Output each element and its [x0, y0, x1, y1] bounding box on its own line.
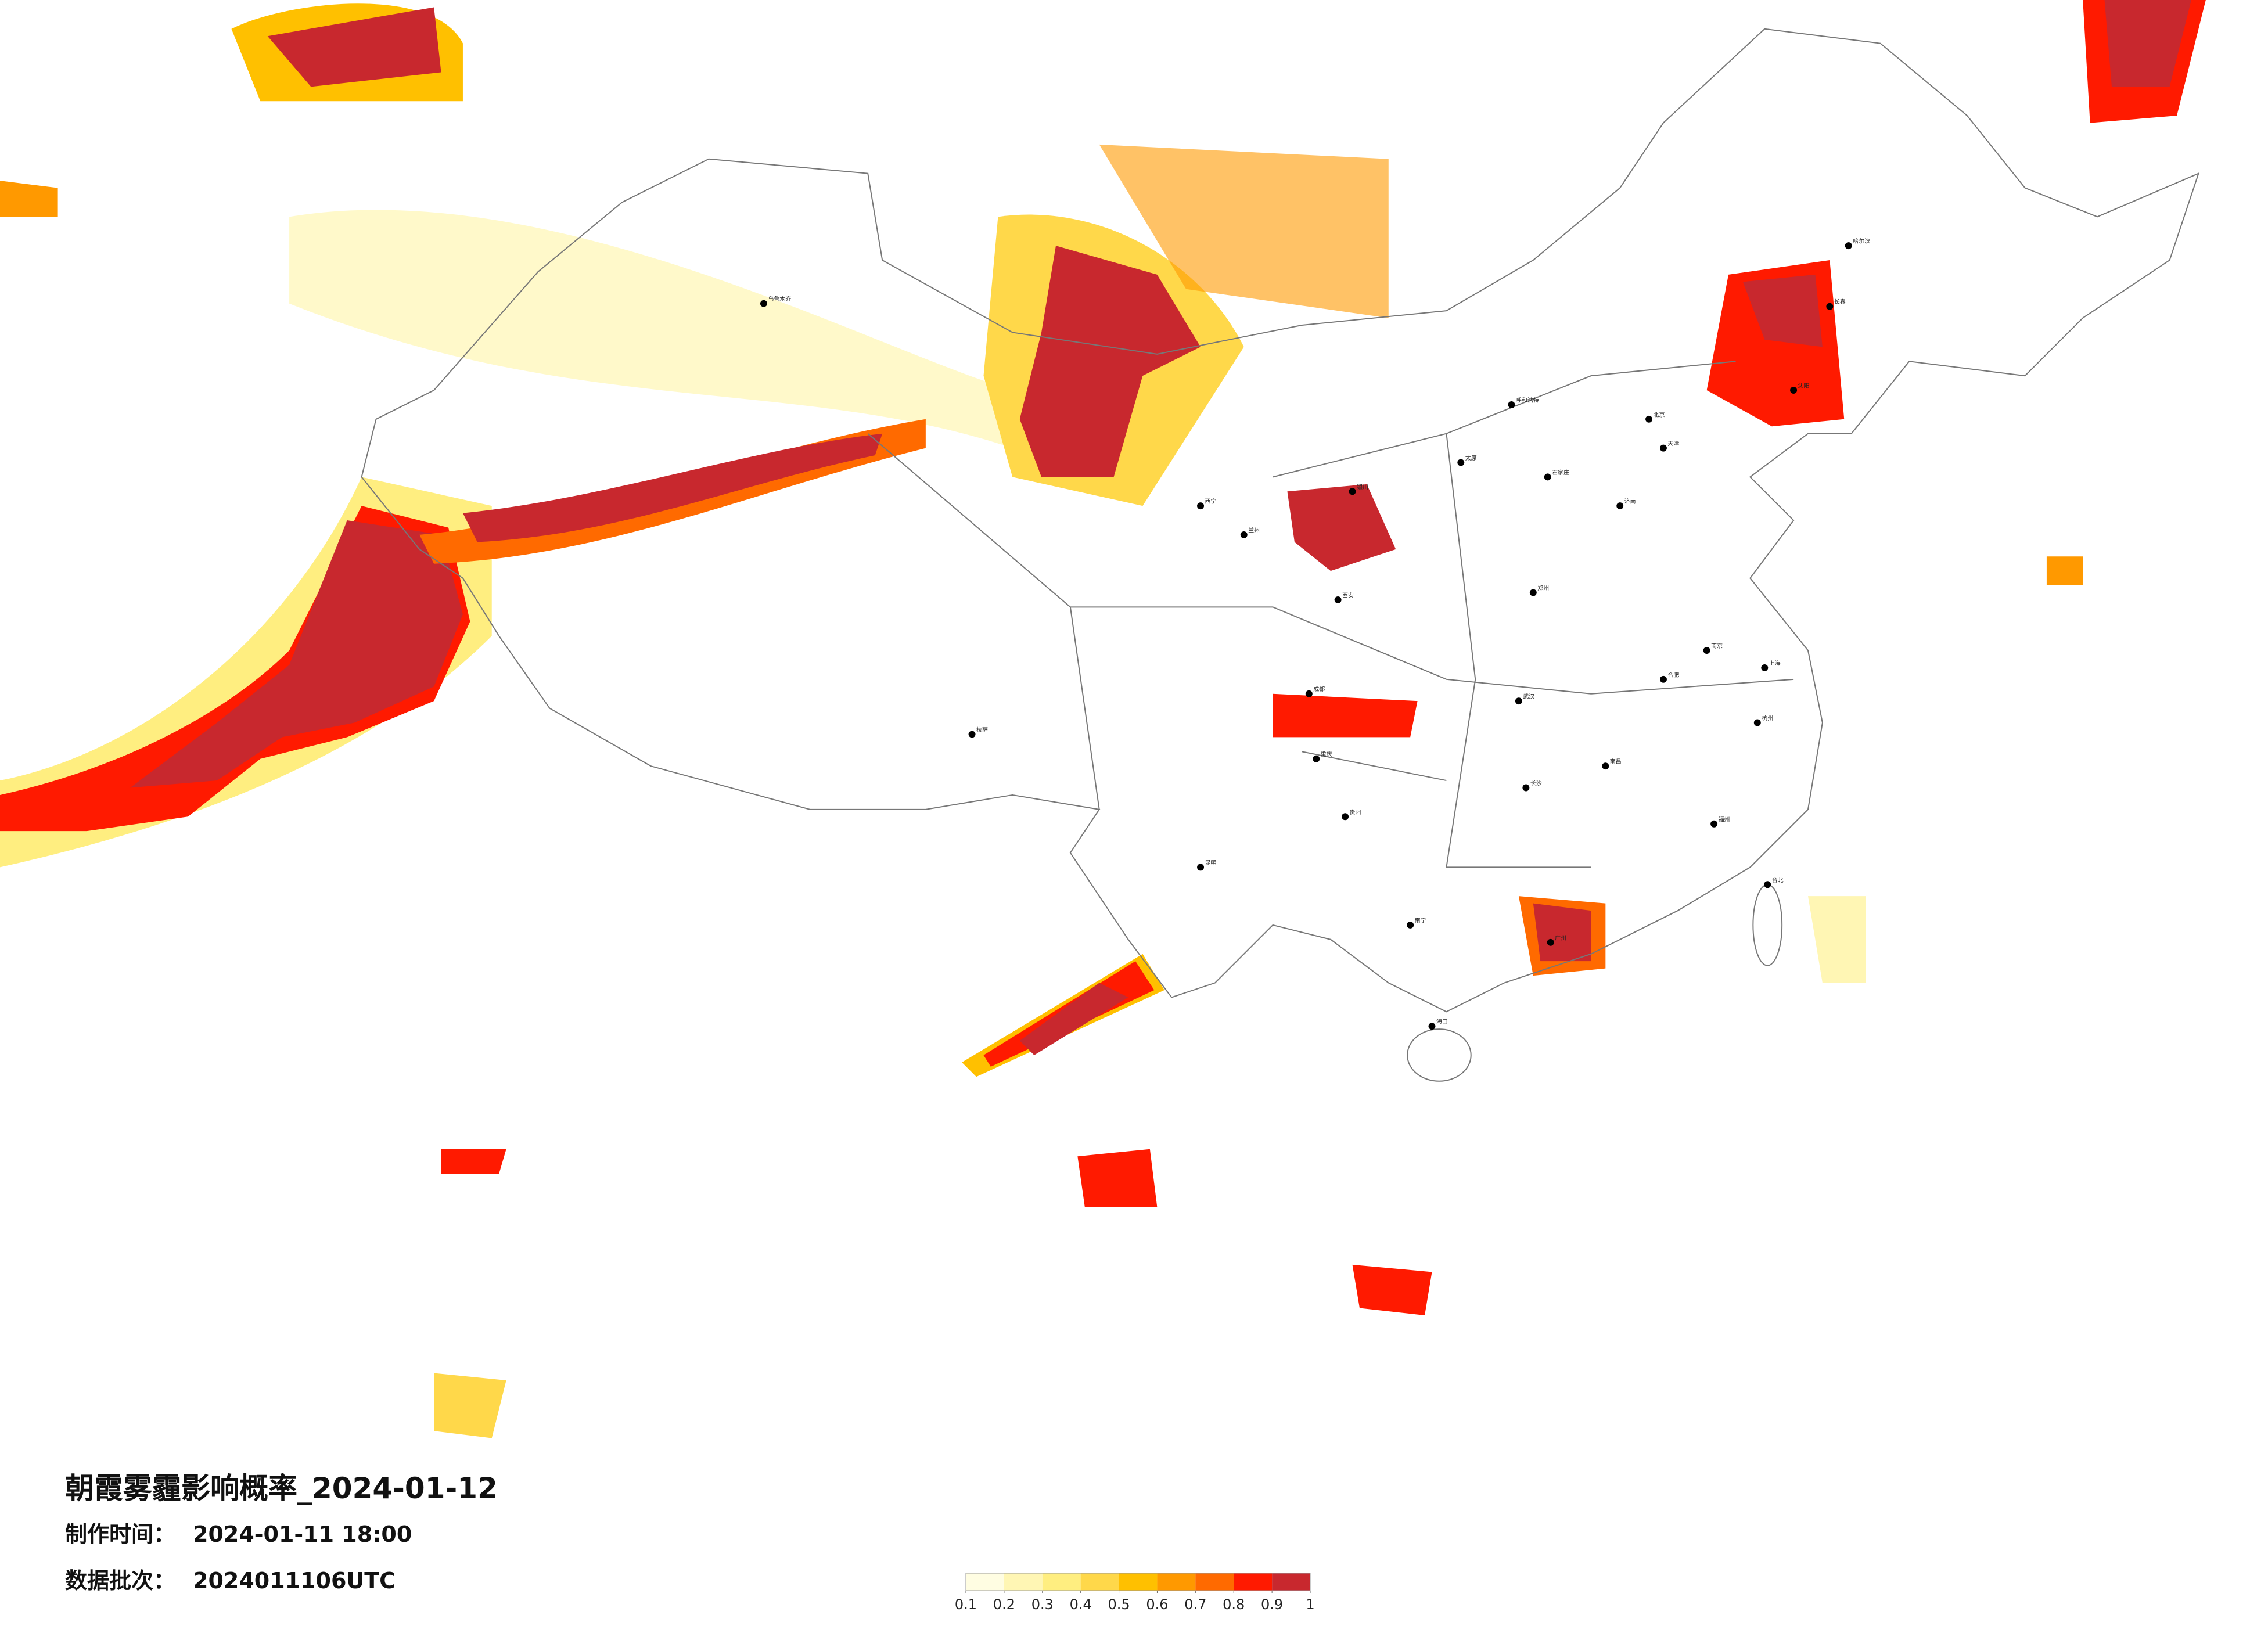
colorbar-tick-label: 0.6	[1146, 1596, 1168, 1613]
colorbar-tick-label: 0.5	[1108, 1596, 1130, 1613]
city-dot	[1197, 502, 1205, 510]
country-border	[361, 28, 2200, 1082]
city-dot	[1547, 938, 1554, 946]
city-dot	[1544, 473, 1551, 481]
city-label: 太原	[1465, 454, 1477, 462]
city-dot	[1710, 820, 1718, 828]
city-dot	[1616, 502, 1624, 510]
colorbar-tick-label: 0.8	[1223, 1596, 1245, 1613]
city-label: 沈阳	[1798, 382, 1810, 390]
city-dot	[1515, 697, 1522, 705]
city-dot	[1349, 488, 1356, 495]
city-label: 上海	[1769, 659, 1781, 667]
colorbar-tick-label: 0.1	[955, 1596, 977, 1613]
city-label: 北京	[1654, 411, 1665, 418]
city-label: 银川	[1357, 483, 1368, 491]
city-label: 呼和浩特	[1516, 397, 1539, 404]
city-dot	[1659, 675, 1667, 683]
city-dot	[1790, 387, 1798, 394]
colorbar-tick-label: 0.9	[1261, 1596, 1283, 1613]
colorbar: 0.1 0.2 0.3 0.4 0.5 0.6 0.7 0.8 0.9 1	[955, 1573, 1315, 1613]
colorbar-segment	[1234, 1573, 1273, 1591]
city-dot	[1761, 664, 1769, 671]
colorbar-tick-label: 1	[1306, 1596, 1314, 1613]
city-dot	[1529, 589, 1537, 596]
city-label: 西宁	[1205, 498, 1217, 505]
city-label: 石家庄	[1552, 469, 1569, 476]
city-dot	[1305, 690, 1313, 697]
city-label: 重庆	[1321, 750, 1332, 758]
made-label: 制作时间：	[65, 1521, 175, 1547]
city-dot	[1197, 864, 1205, 871]
city-label: 福州	[1719, 815, 1730, 823]
city-dot	[760, 300, 767, 307]
city-label: 成都	[1313, 686, 1325, 693]
city-dot	[1826, 303, 1834, 310]
colorbar-segment	[1004, 1573, 1043, 1591]
colorbar-segment	[1195, 1573, 1234, 1591]
city-label: 济南	[1624, 498, 1636, 505]
city-label: 海口	[1436, 1018, 1448, 1026]
fog-layer	[0, 0, 2206, 1438]
city-label: 乌鲁木齐	[768, 295, 791, 303]
city-dot	[1334, 596, 1342, 603]
city-dot	[1645, 415, 1653, 423]
city-dot	[1508, 401, 1515, 408]
batch-value: 2024011106UTC	[193, 1568, 396, 1593]
map-title: 朝霞雾霾影响概率_2024-01-12	[65, 1472, 498, 1505]
city-dot	[1845, 242, 1852, 250]
city-label: 拉萨	[976, 726, 988, 733]
city-label: 南京	[1711, 642, 1723, 650]
colorbar-tick-label: 0.4	[1070, 1596, 1092, 1613]
city-label: 昆明	[1205, 859, 1217, 866]
city-label: 兰州	[1248, 526, 1260, 534]
city-dot	[1522, 784, 1530, 792]
made-value: 2024-01-11 18:00	[193, 1521, 412, 1547]
city-label: 长春	[1834, 298, 1846, 305]
city-label: 郑州	[1537, 584, 1549, 592]
city-dot	[1428, 1023, 1436, 1030]
city-label: 天津	[1667, 440, 1679, 447]
colorbar-segment	[1080, 1573, 1119, 1591]
colorbar-tick-label: 0.2	[993, 1596, 1015, 1613]
colorbar-tick-label: 0.3	[1031, 1596, 1054, 1613]
city-label: 合肥	[1667, 671, 1679, 678]
city-dot	[1703, 647, 1710, 654]
city-dot	[1753, 719, 1761, 726]
colorbar-segment	[966, 1573, 1004, 1591]
colorbar-segment	[1157, 1573, 1196, 1591]
city-label: 西安	[1342, 591, 1354, 599]
city-label: 武汉	[1523, 693, 1534, 700]
city-label: 贵阳	[1350, 808, 1361, 816]
city-dot	[1342, 813, 1349, 821]
city-label: 哈尔滨	[1853, 238, 1870, 245]
city-label: 长沙	[1530, 780, 1542, 787]
city-dot	[1240, 531, 1248, 538]
colorbar-segment	[1042, 1573, 1081, 1591]
city-label: 台北	[1772, 876, 1784, 884]
city-dot	[1313, 755, 1320, 762]
city-dot	[1659, 444, 1667, 452]
city-label: 广州	[1555, 934, 1566, 941]
city-label: 南昌	[1610, 758, 1622, 765]
city-dot	[1407, 921, 1414, 929]
colorbar-segment	[1119, 1573, 1158, 1591]
city-label: 杭州	[1762, 714, 1773, 722]
colorbar-frame	[965, 1573, 1311, 1591]
colorbar-tick-label: 0.7	[1184, 1596, 1206, 1613]
city-dot	[1457, 459, 1465, 466]
city-dot	[1602, 762, 1609, 770]
batch-label: 数据批次：	[65, 1568, 175, 1593]
city-dot	[968, 731, 976, 738]
city-dot	[1764, 881, 1771, 888]
city-label: 南宁	[1415, 916, 1426, 924]
colorbar-segment	[1272, 1573, 1310, 1591]
